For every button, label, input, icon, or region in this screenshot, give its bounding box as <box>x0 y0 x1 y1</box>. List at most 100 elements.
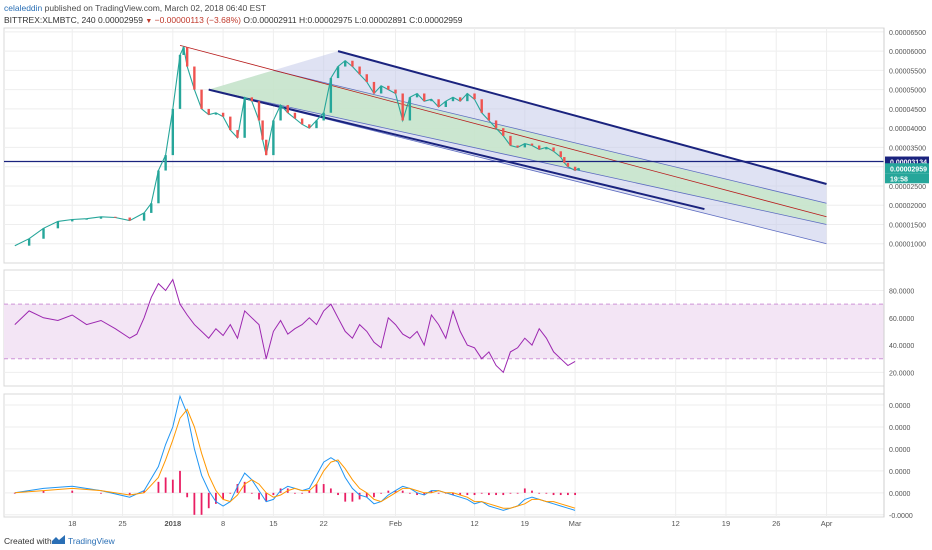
price-pane[interactable] <box>4 44 884 247</box>
price-candle <box>261 120 264 140</box>
macd-histogram-bar <box>495 492 497 496</box>
macd-histogram-bar <box>171 479 174 493</box>
footer: Created with TradingView <box>0 531 932 550</box>
price-candle <box>480 99 483 113</box>
tradingview-link[interactable]: TradingView <box>68 536 115 546</box>
price-candle <box>573 166 577 171</box>
y-tick-label: 60.0000 <box>889 316 914 323</box>
price-candle <box>56 221 60 229</box>
macd-histogram-bar <box>538 492 541 494</box>
macd-histogram-bar <box>416 492 418 496</box>
macd-histogram-bar <box>459 492 462 496</box>
last-price: 0.00002959 <box>98 15 143 25</box>
macd-histogram-bar <box>344 492 347 502</box>
price-candle <box>336 66 340 79</box>
price-candle <box>182 47 185 55</box>
macd-histogram-bar <box>401 490 404 493</box>
price-candle <box>322 112 325 121</box>
price-candle <box>42 228 45 239</box>
price-candle <box>379 85 383 94</box>
price-candle <box>516 145 519 148</box>
rsi-line[interactable] <box>14 278 576 374</box>
y-tick-label: 0.00004000 <box>889 126 926 133</box>
price-candle <box>358 66 361 75</box>
price-candle <box>257 101 261 121</box>
macd-pane[interactable] <box>13 394 577 515</box>
price-candle <box>85 218 88 220</box>
macd-histogram-bar <box>143 490 145 493</box>
macd-histogram-bar <box>186 492 189 498</box>
last-price-tag: 0.00002959 <box>890 166 927 173</box>
macd-histogram-bar <box>452 492 454 496</box>
price-candle <box>27 238 31 246</box>
down-arrow-icon: ▼ <box>145 18 153 25</box>
tradingview-logo-icon <box>52 535 65 544</box>
x-tick-label: 19 <box>722 519 730 528</box>
x-tick-label: 12 <box>672 519 680 528</box>
price-candle <box>99 216 103 219</box>
x-tick-label: Mar <box>569 519 582 528</box>
macd-histogram-bar <box>322 484 325 493</box>
macd-histogram-bar <box>236 484 239 493</box>
y-tick-label: 0.00001500 <box>889 222 926 229</box>
macd-histogram-bar <box>430 490 433 493</box>
symbol-label[interactable]: BITTREX:XLMBTC, 240 <box>4 15 96 25</box>
pane-frame <box>3 393 885 518</box>
x-tick-label: 19 <box>521 519 529 528</box>
price-candle <box>494 120 498 129</box>
y-tick-label: 40.0000 <box>889 343 914 350</box>
rsi-pane[interactable] <box>4 278 884 374</box>
price-candle <box>523 143 527 148</box>
macd-line[interactable] <box>14 394 576 511</box>
symbol-line: BITTREX:XLMBTC, 240 0.00002959 ▼ −0.0000… <box>4 15 462 25</box>
price-candle <box>444 101 447 107</box>
price-change: −0.00000113 (−3.68%) <box>154 15 241 25</box>
price-candle <box>178 54 182 109</box>
macd-histogram-bar <box>301 492 304 494</box>
chart-header: celaleddin published on TradingView.com,… <box>0 0 932 25</box>
author-link[interactable]: celaleddin <box>4 3 43 13</box>
macd-histogram-bar <box>222 492 225 500</box>
macd-histogram-bar <box>157 481 160 493</box>
chart-area[interactable]: 0.00006500 0.00006000 0.00005500 0.00005000… <box>0 24 932 531</box>
price-candle <box>415 93 419 98</box>
macd-histogram-bar <box>100 492 102 494</box>
price-candle <box>279 105 282 121</box>
macd-histogram-bar <box>394 490 397 493</box>
channel-lower-bold-line[interactable] <box>208 88 705 211</box>
y-tick-label: 0.0000 <box>889 403 911 410</box>
price-candle <box>423 93 426 102</box>
price-candle <box>243 97 246 138</box>
time-axis: 18 25 2018 8 15 22 Feb 12 19 Mar 12 19 26 Apr <box>68 519 833 528</box>
macd-histogram-bar <box>71 490 74 493</box>
macd-histogram-bar <box>215 492 217 504</box>
price-candle <box>473 93 476 100</box>
macd-histogram-bar <box>559 492 562 496</box>
x-tick-label: 26 <box>772 519 780 528</box>
y-tick-label: 0.0000 <box>889 469 911 476</box>
macd-histogram-bar <box>487 492 490 496</box>
x-tick-label: 25 <box>118 519 126 528</box>
price-candle <box>563 157 566 163</box>
channel-line-mid-upper <box>273 69 827 204</box>
signal-line[interactable] <box>14 408 576 509</box>
published-text: published on TradingView.com, March 02, … <box>44 3 267 13</box>
price-candle <box>229 116 232 131</box>
price-candle <box>157 170 160 204</box>
price-axes: 0.00006500 0.00006000 0.00005500 0.00005000… <box>883 28 929 520</box>
x-tick-label: 2018 <box>164 519 181 528</box>
macd-histogram-bar <box>193 492 196 515</box>
macd-histogram-bar <box>207 492 210 509</box>
macd-histogram-bar <box>42 490 45 493</box>
price-candle <box>559 151 562 158</box>
price-candle <box>150 203 153 213</box>
macd-histogram-bar <box>408 492 411 494</box>
countdown-tag: 19:58 <box>890 176 908 183</box>
y-tick-label: 0.00006500 <box>889 30 926 37</box>
macd-histogram-bar <box>265 492 268 502</box>
price-candle <box>466 93 469 102</box>
macd-histogram-bar <box>502 492 505 496</box>
level-price-tag-bg <box>885 156 929 167</box>
macd-histogram-bar <box>128 492 131 496</box>
macd-histogram-bar <box>329 488 332 493</box>
